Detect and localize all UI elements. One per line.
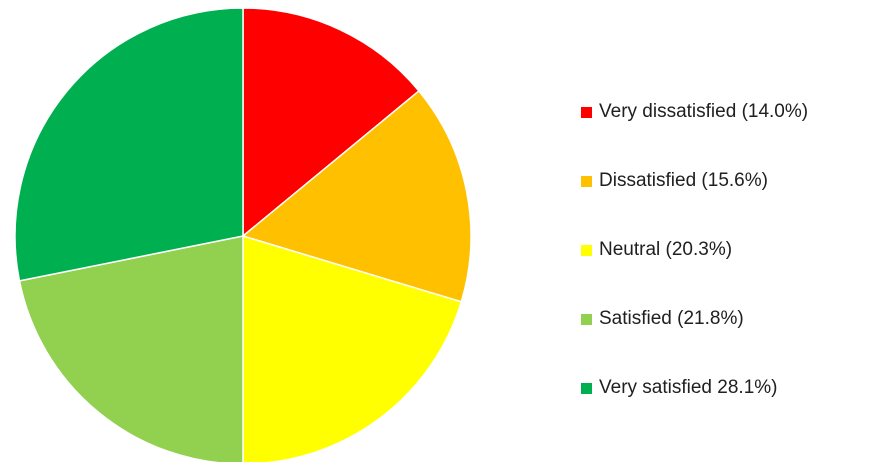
legend-swatch-4	[581, 382, 592, 394]
pie-slice-4	[14, 7, 244, 282]
legend-label-4: Very satisfied 28.1%)	[599, 377, 778, 398]
legend-item-3: Satisfied (21.8%)	[581, 307, 808, 331]
legend-item-1: Dissatisfied (15.6%)	[581, 169, 808, 193]
legend-label-2: Neutral (20.3%)	[599, 239, 733, 260]
pie-slice-3	[18, 235, 244, 462]
legend-label-0: Very dissatisfied (14.0%)	[599, 101, 809, 122]
legend-item-2: Neutral (20.3%)	[581, 238, 808, 262]
legend-swatch-2	[581, 244, 592, 256]
pie-slice-0	[242, 7, 420, 238]
legend-swatch-1	[581, 175, 592, 187]
legend-swatch-0	[581, 106, 592, 118]
legend-label-1: Dissatisfied (15.6%)	[599, 170, 768, 191]
legend-label-3: Satisfied (21.8%)	[599, 308, 744, 329]
legend: Very dissatisfied (14.0%) Dissatisfied (1…	[581, 100, 808, 445]
pie-chart	[14, 7, 472, 462]
pie-slice-1	[241, 89, 472, 303]
legend-item-4: Very satisfied 28.1%)	[581, 376, 808, 400]
legend-swatch-3	[581, 313, 592, 325]
legend-item-0: Very dissatisfied (14.0%)	[581, 100, 808, 124]
